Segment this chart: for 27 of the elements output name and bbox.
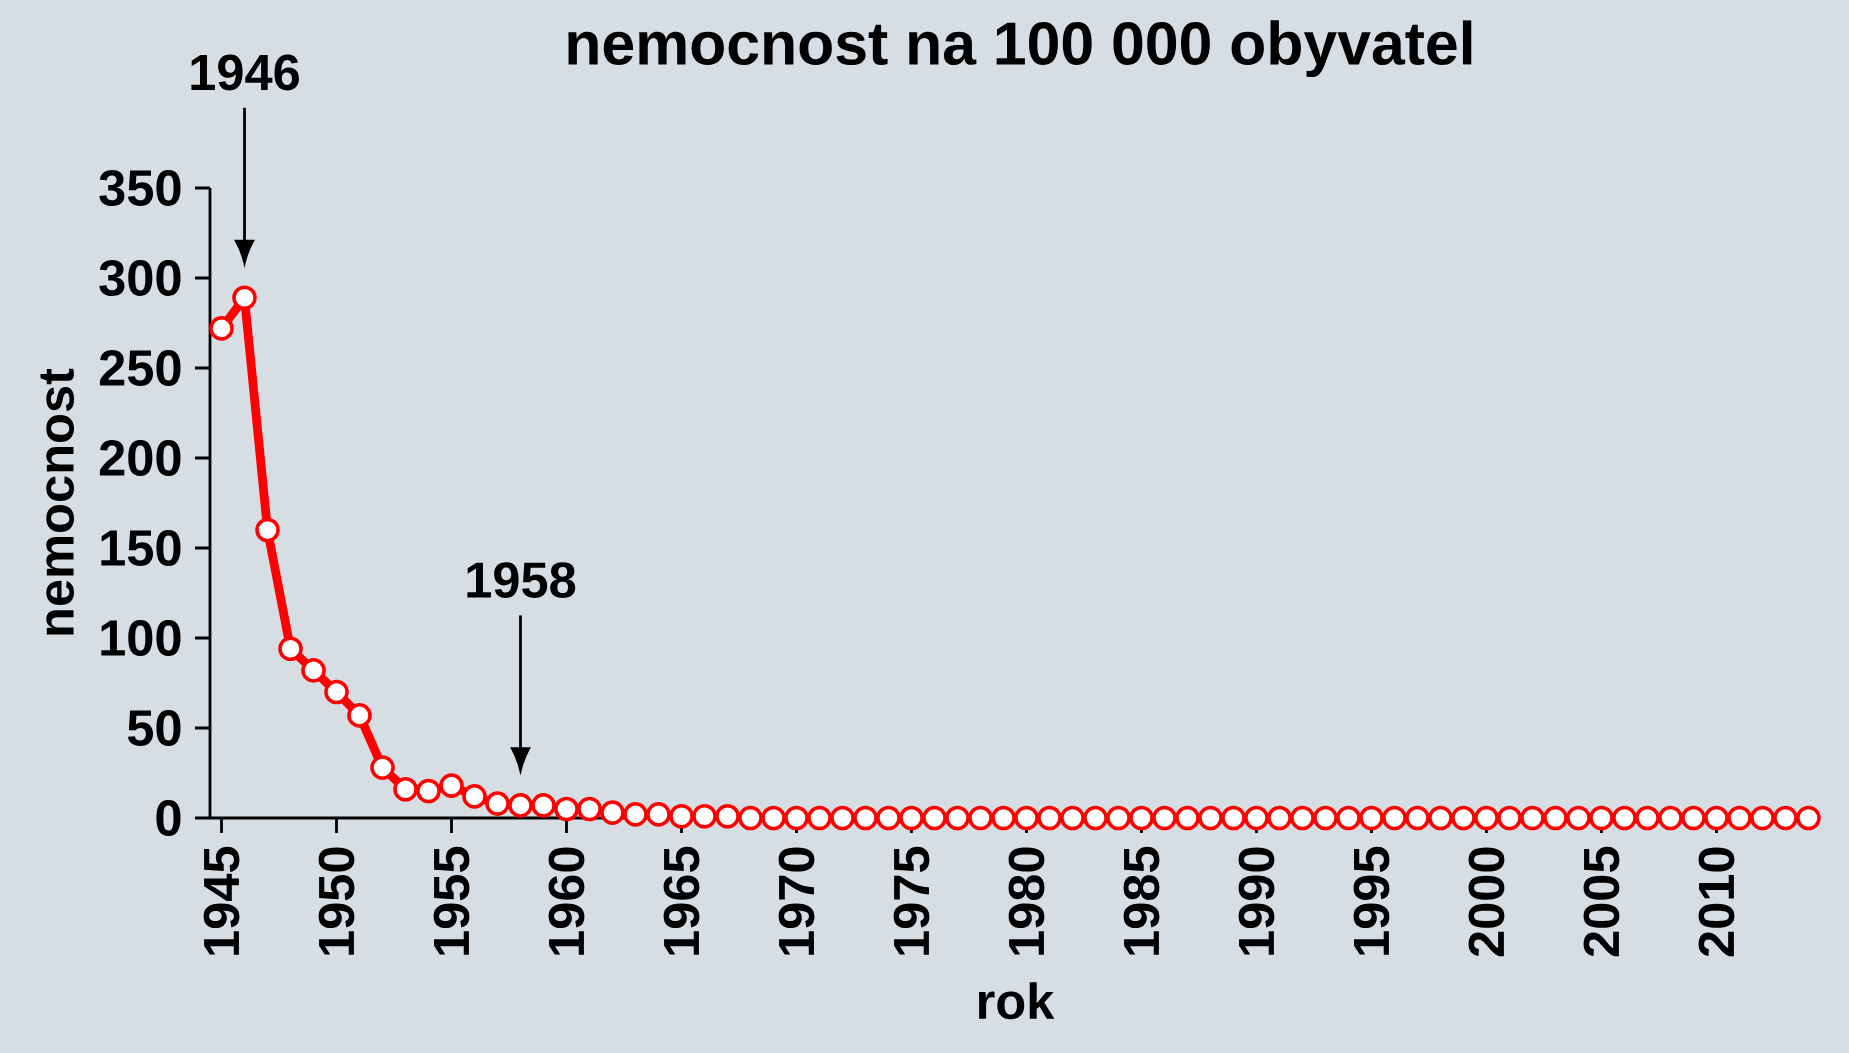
y-tick-label: 150: [101, 530, 181, 566]
chart-title: nemocnost na 100 000 obyvatel: [568, 20, 1472, 78]
x-tick-label: 1985: [1123, 846, 1160, 955]
x-tick-label: 1965: [663, 846, 700, 955]
x-tick-label: 1955: [433, 846, 470, 955]
annotation: 1958: [467, 562, 576, 598]
y-tick-label: 300: [99, 260, 181, 296]
x-tick-label: 1970: [778, 847, 815, 955]
x-tick-label: 1960: [548, 847, 585, 955]
x-axis-title: rok: [978, 982, 1055, 1020]
y-tick-label: 250: [99, 350, 181, 386]
annotation: 1946: [191, 54, 299, 91]
x-tick-label: 1945: [203, 846, 240, 955]
x-tick-label: 2010: [1698, 847, 1735, 957]
x-tick-label: 1995: [1353, 846, 1390, 955]
y-tick-label: 100: [101, 620, 181, 656]
x-tick-label: 1975: [893, 846, 930, 955]
y-axis-title: nemocnost: [40, 368, 75, 635]
x-tick-label: 2005: [1583, 846, 1620, 957]
x-tick-label: 1980: [1008, 847, 1045, 955]
y-tick-label: 0: [156, 800, 181, 836]
y-tick-label: 350: [99, 170, 181, 206]
x-tick-label: 1990: [1238, 847, 1275, 955]
x-tick-label: 1950: [318, 847, 355, 955]
y-tick-label: 50: [127, 710, 181, 746]
y-tick-label: 200: [99, 440, 181, 476]
x-tick-label: 2000: [1468, 847, 1505, 957]
